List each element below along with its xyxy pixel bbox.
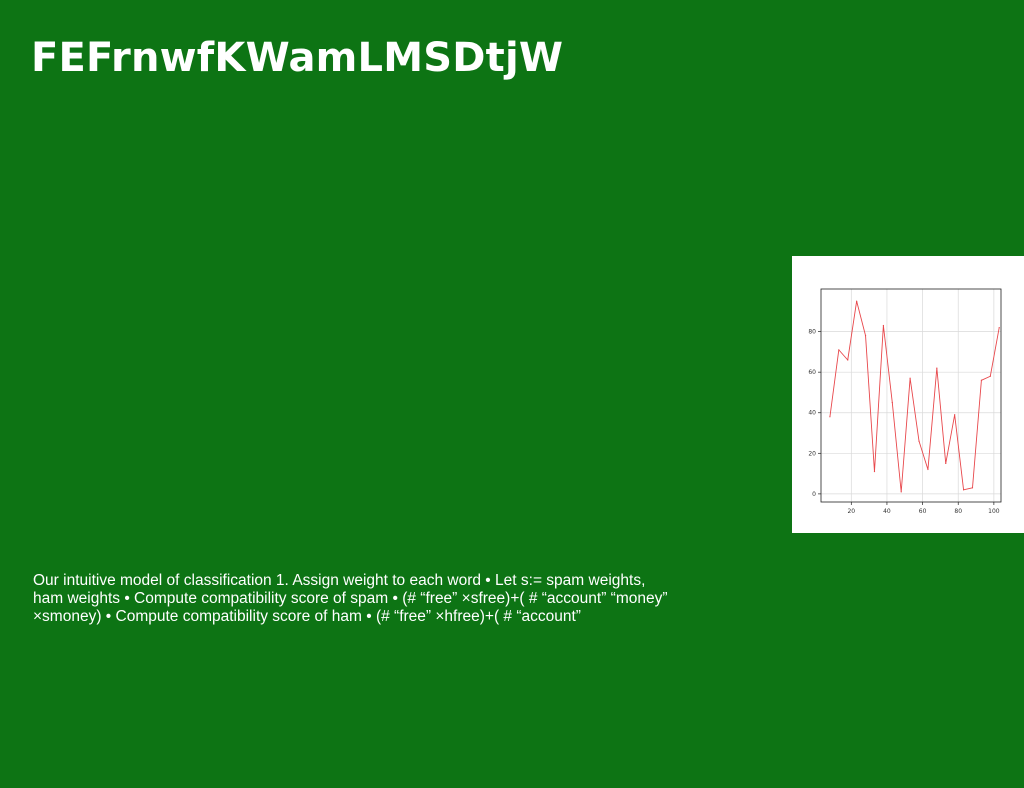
- data-point: [927, 468, 929, 471]
- data-point: [847, 359, 849, 361]
- data-point: [891, 402, 893, 404]
- x-tick-label: 80: [954, 508, 962, 515]
- y-tick-label: 40: [808, 410, 816, 417]
- chart-ticks: 20 40 60 80 100 0 20 40 60 80: [808, 329, 999, 515]
- y-tick-label: 0: [812, 491, 816, 498]
- chart-grid: [821, 289, 1001, 502]
- plot-frame: [820, 288, 1002, 503]
- chart-series: [829, 300, 1000, 493]
- series-line: [829, 300, 1000, 493]
- data-point: [829, 416, 831, 418]
- data-point: [838, 349, 840, 351]
- data-point: [856, 300, 858, 302]
- x-tick-label: 60: [919, 508, 927, 515]
- data-point: [936, 367, 938, 369]
- x-tick-label: 40: [883, 508, 891, 515]
- data-point: [971, 487, 974, 489]
- x-tick-label: 100: [988, 508, 1000, 515]
- data-point: [900, 491, 902, 493]
- data-point: [909, 377, 911, 379]
- x-tick-label: 20: [847, 508, 855, 515]
- y-tick-label: 20: [808, 450, 816, 457]
- chart-panel: 20 40 60 80 100 0 20 40 60 80: [792, 256, 1024, 533]
- data-point: [954, 414, 956, 416]
- slide-title: FEFrnwfKWamLMSDtjW: [31, 35, 564, 81]
- data-point: [864, 335, 867, 337]
- data-point: [882, 324, 884, 327]
- line-chart: 20 40 60 80 100 0 20 40 60 80: [808, 288, 1002, 515]
- data-point: [918, 440, 920, 442]
- slide-body-text: Our intuitive model of classification 1.…: [33, 572, 668, 625]
- data-point: [998, 326, 1000, 329]
- data-point: [989, 375, 991, 377]
- data-point: [962, 489, 965, 491]
- y-tick-label: 60: [808, 369, 816, 376]
- data-point: [873, 470, 876, 473]
- data-point: [945, 462, 947, 465]
- data-point: [980, 379, 982, 381]
- y-tick-label: 80: [808, 329, 816, 336]
